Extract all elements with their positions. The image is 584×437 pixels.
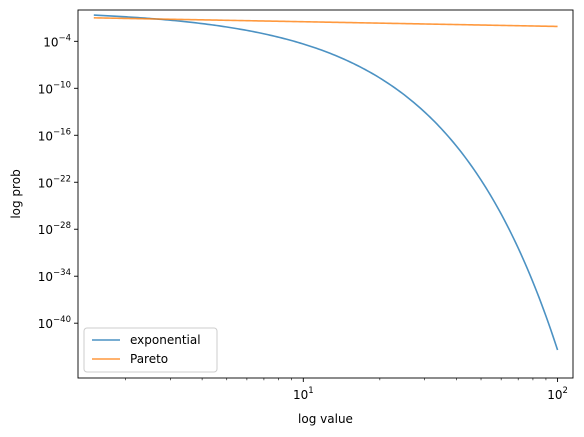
legend-label-exponential: exponential bbox=[130, 333, 201, 347]
axes-frame bbox=[77, 9, 574, 379]
legend-box bbox=[83, 327, 218, 373]
y-tick-label: 10−40 bbox=[38, 315, 71, 331]
y-tick-label: 10−10 bbox=[38, 80, 71, 96]
plot-background bbox=[78, 10, 573, 378]
x-tick-label: 102 bbox=[547, 386, 568, 402]
y-axis-label: log prob bbox=[9, 169, 23, 218]
y-tick-label: 10−22 bbox=[38, 174, 71, 190]
legend-label-pareto: Pareto bbox=[130, 352, 168, 366]
legend: exponential Pareto bbox=[83, 327, 218, 373]
x-tick-label: 101 bbox=[293, 386, 314, 402]
axes: 101 102 10−4 10−10 10−16 10−22 10−28 10−34 10−40… bbox=[9, 9, 574, 426]
y-tick-label: 10−28 bbox=[38, 221, 71, 237]
plot-area bbox=[78, 10, 573, 378]
x-axis-label: log value bbox=[298, 412, 353, 426]
series-line-pareto bbox=[93, 17, 558, 28]
y-tick-label: 10−34 bbox=[38, 268, 71, 284]
series-line-exponential bbox=[93, 14, 559, 351]
y-tick-label: 10−4 bbox=[43, 33, 71, 49]
y-tick-label: 10−16 bbox=[38, 127, 71, 143]
series-group bbox=[93, 14, 559, 351]
